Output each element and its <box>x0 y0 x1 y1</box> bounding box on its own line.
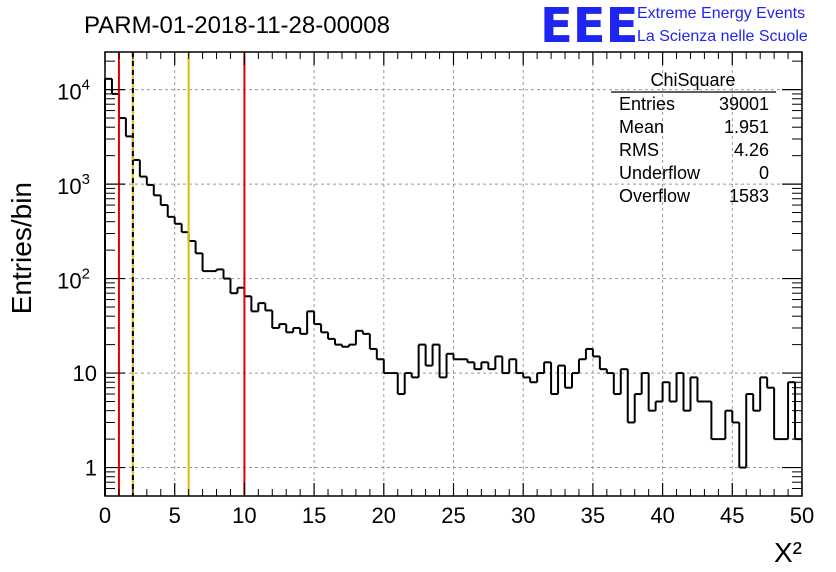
eee-logo: EEE Extreme Energy Events La Scienza nel… <box>540 0 808 54</box>
stats-label: RMS <box>619 140 659 160</box>
stats-value: 1583 <box>729 186 769 206</box>
x-tick-label: 5 <box>169 503 181 528</box>
stats-label: Overflow <box>619 186 691 206</box>
y-axis-title: Entries/bin <box>6 182 37 314</box>
x-axis-title: X² <box>774 537 802 568</box>
x-tick-label: 35 <box>581 503 605 528</box>
stats-value: 0 <box>759 163 769 183</box>
x-tick-label: 45 <box>720 503 744 528</box>
stats-title: ChiSquare <box>650 70 735 90</box>
y-tick-label: 10 <box>73 361 97 386</box>
y-tick-base: 10 <box>57 269 81 294</box>
x-tick-labels: 0 5 10 15 20 25 30 35 40 45 50 <box>99 503 814 528</box>
stats-label: Mean <box>619 117 664 137</box>
stats-value: 39001 <box>719 94 769 114</box>
y-tick-base: 10 <box>57 80 81 105</box>
chart-title: PARM-01-2018-11-28-00008 <box>84 12 390 39</box>
threshold-lines <box>117 52 246 496</box>
stats-value: 4.26 <box>734 140 769 160</box>
x-tick-label: 30 <box>511 503 535 528</box>
axis-ticks <box>104 52 803 497</box>
x-tick-label: 20 <box>372 503 396 528</box>
y-tick-label: 102 <box>57 266 90 294</box>
x-tick-label: 10 <box>232 503 256 528</box>
x-tick-label: 0 <box>99 503 111 528</box>
x-tick-label: 15 <box>302 503 326 528</box>
logo-line2: La Scienza nelle Scuole <box>637 28 808 45</box>
y-tick-exponent: 3 <box>82 171 90 188</box>
y-tick-exponent: 2 <box>82 266 90 283</box>
y-tick-exponent: 4 <box>82 77 90 94</box>
x-tick-label: 25 <box>441 503 465 528</box>
x-tick-label: 50 <box>790 503 814 528</box>
stats-value: 1.951 <box>724 117 769 137</box>
y-tick-base: 10 <box>57 174 81 199</box>
x-tick-label: 40 <box>650 503 674 528</box>
grid-lines <box>105 52 802 496</box>
y-tick-label: 1 <box>85 456 97 481</box>
y-tick-label: 104 <box>57 77 90 105</box>
stats-box: ChiSquare Entries 39001 Mean 1.951 RMS 4.26 Un… <box>611 70 776 206</box>
stats-label: Entries <box>619 94 675 114</box>
logo-line1: Extreme Energy Events <box>637 5 805 22</box>
y-tick-label: 103 <box>57 171 90 199</box>
stats-label: Underflow <box>619 163 701 183</box>
logo-letters: EEE <box>540 0 638 54</box>
